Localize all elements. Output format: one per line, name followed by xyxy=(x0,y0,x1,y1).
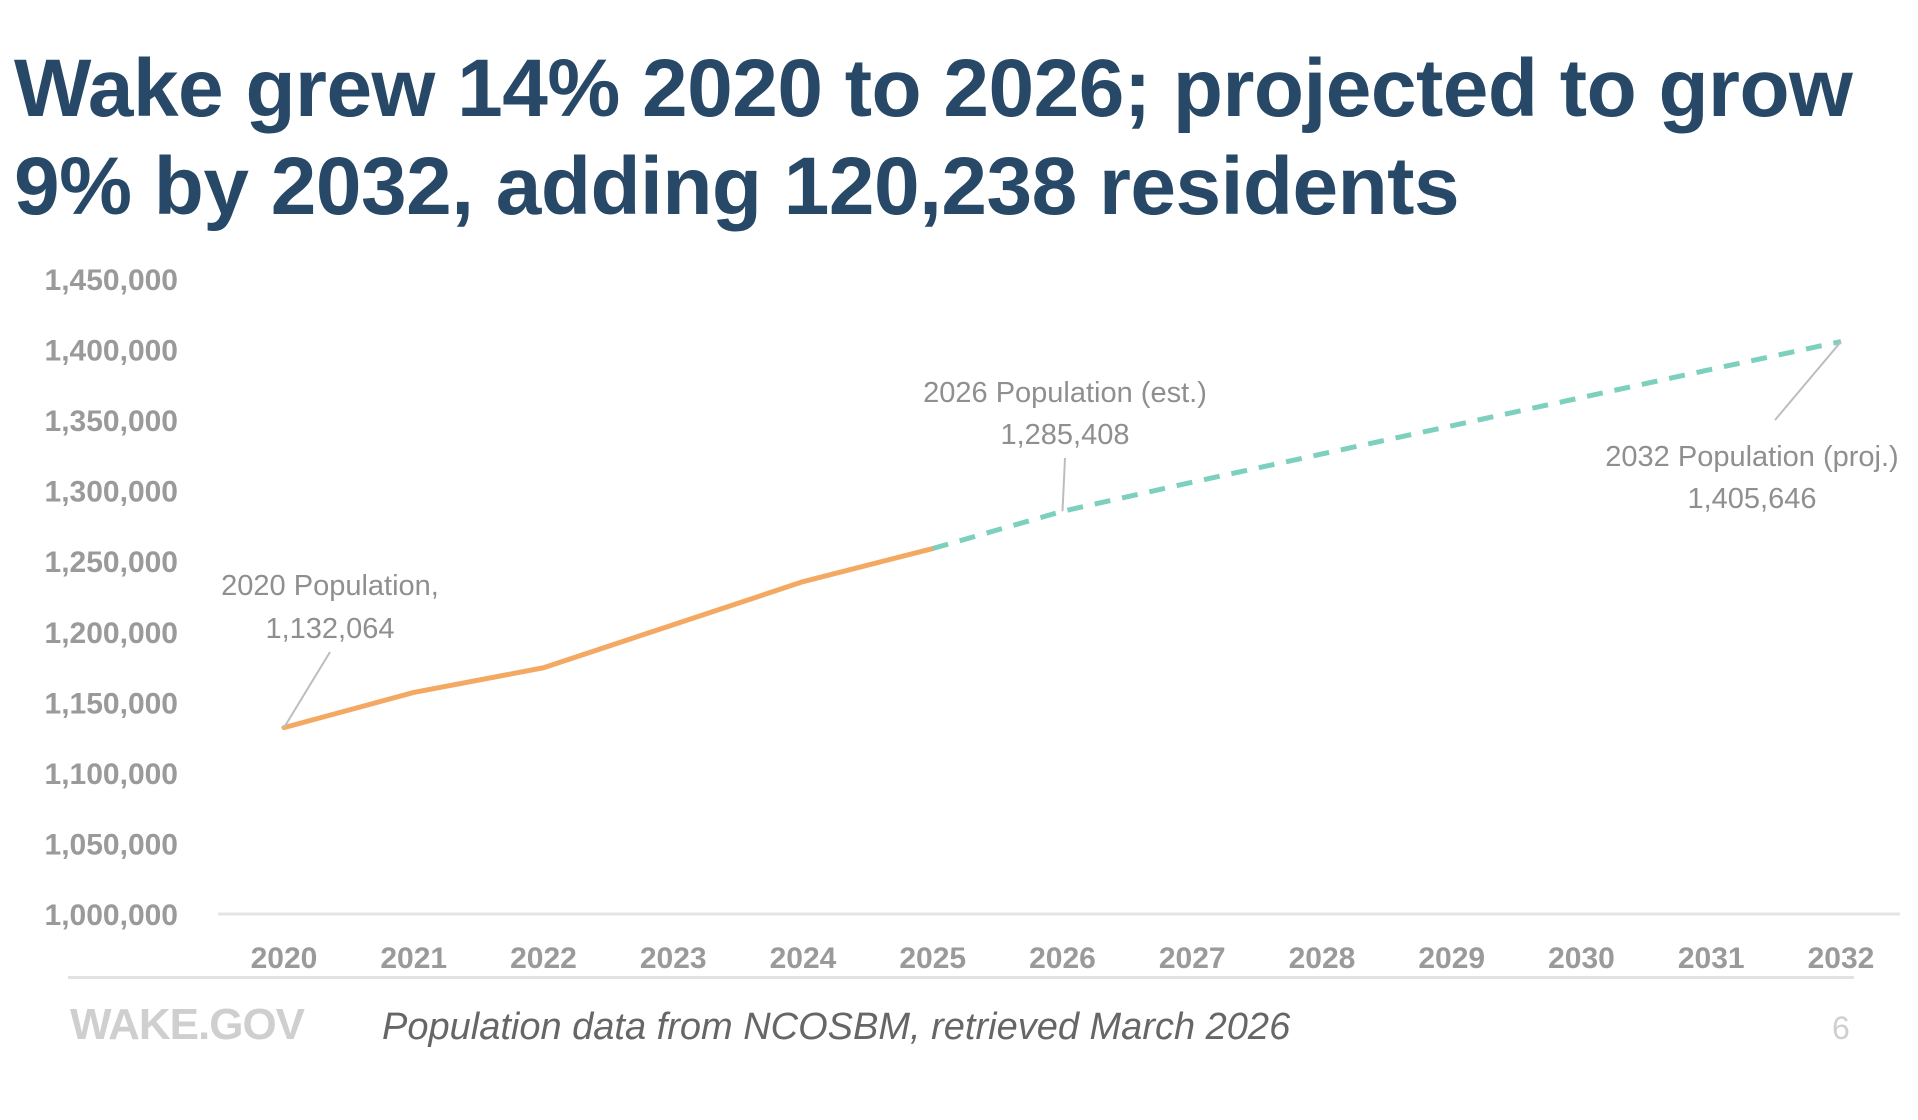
annotation-value: 1,132,064 xyxy=(265,613,394,645)
y-tick-label: 1,350,000 xyxy=(45,405,178,438)
y-tick-label: 1,000,000 xyxy=(45,899,178,932)
y-tick-label: 1,150,000 xyxy=(45,687,178,720)
annotation-label: 2020 Population, xyxy=(221,570,439,602)
y-tick-label: 1,450,000 xyxy=(45,264,178,297)
y-tick-label: 1,050,000 xyxy=(45,828,178,861)
annotation-value: 1,405,646 xyxy=(1687,483,1816,515)
y-tick-label: 1,250,000 xyxy=(45,546,178,579)
page-number: 6 xyxy=(1832,1010,1850,1046)
x-tick-label: 2031 xyxy=(1678,942,1745,975)
x-tick-label: 2024 xyxy=(770,942,837,975)
x-tick-label: 2029 xyxy=(1418,942,1485,975)
annotation-label: 2026 Population (est.) xyxy=(923,377,1207,409)
x-tick-label: 2022 xyxy=(510,942,577,975)
source-note: Population data from NCOSBM, retrieved M… xyxy=(382,1006,1291,1048)
annotation-value: 1,285,408 xyxy=(1000,419,1129,451)
x-tick-label: 2030 xyxy=(1548,942,1615,975)
x-tick-label: 2025 xyxy=(899,942,966,975)
chart-title: Wake grew 14% 2020 to 2026; projected to… xyxy=(14,43,1853,232)
y-tick-label: 1,300,000 xyxy=(45,476,178,509)
annotation-leader-line xyxy=(1774,340,1842,421)
footer-divider xyxy=(68,976,1854,979)
series-line-actual xyxy=(281,546,936,731)
x-tick-label: 2026 xyxy=(1029,942,1096,975)
annotation-leader-line xyxy=(283,651,331,729)
x-tick-label: 2032 xyxy=(1808,942,1875,975)
x-tick-label: 2020 xyxy=(251,942,318,975)
annotation-label: 2032 Population (proj.) xyxy=(1605,441,1898,473)
y-tick-label: 1,400,000 xyxy=(45,335,178,368)
y-tick-label: 1,200,000 xyxy=(45,617,178,650)
annotation-leader-line xyxy=(1061,457,1066,512)
y-tick-label: 1,100,000 xyxy=(45,758,178,791)
x-tick-label: 2021 xyxy=(380,942,447,975)
x-tick-label: 2023 xyxy=(640,942,707,975)
x-tick-label: 2027 xyxy=(1159,942,1226,975)
wake-gov-logo: WAKE.GOV xyxy=(70,1000,305,1049)
x-tick-label: 2028 xyxy=(1289,942,1356,975)
